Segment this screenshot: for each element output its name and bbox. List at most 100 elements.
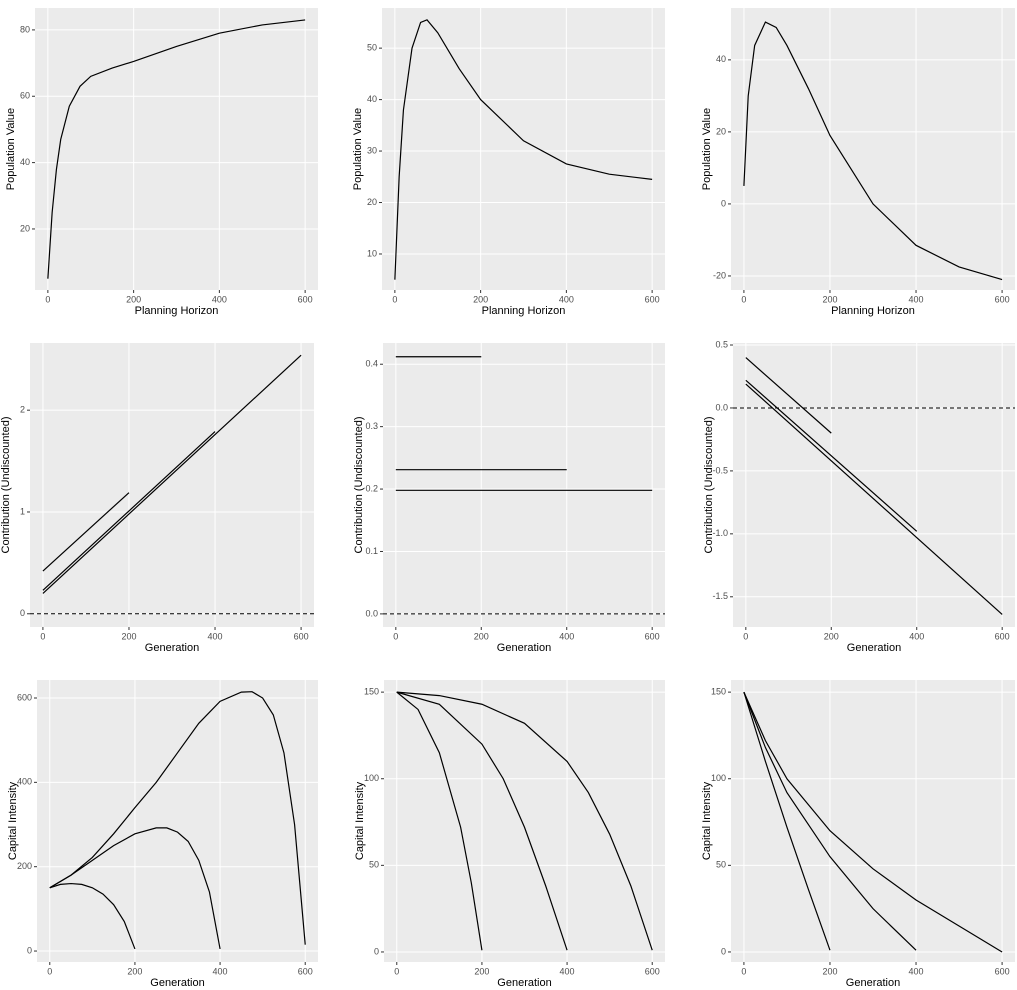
y-axis-title: Contribution (Undiscounted) [0,417,12,554]
y-tick-label: 20 [20,223,30,233]
y-axis-title: Population Value [5,108,17,190]
x-axis-title: Generation [846,977,900,989]
y-tick-label: 30 [367,145,377,155]
panel: 0 200 400 600 0 50 100 150 Generation Capital Int… [701,680,1015,989]
line-series [396,691,568,951]
y-tick-label: 40 [20,157,30,167]
x-tick-label: 600 [645,631,660,641]
y-tick-label: 600 [17,692,32,702]
y-tick-label: 400 [17,777,32,787]
line-series [42,492,130,572]
x-tick-label: 600 [294,631,309,641]
x-tick-label: 400 [559,631,574,641]
x-tick-label: 0 [394,966,399,976]
x-tick-label: 600 [995,631,1010,641]
x-tick-label: 400 [559,294,574,304]
x-tick-label: 0 [40,631,45,641]
panel: 0 200 400 600 10 20 30 40 50 Planning Horizon Popu… [352,8,665,317]
panel: 0 200 400 600 -1.5 -1.0 -0.5 0.0 0.5 Generation Co… [703,339,1015,654]
panel-background [30,343,314,627]
line-series [42,354,302,594]
y-tick-label: 0.2 [365,483,378,493]
line-series [743,691,831,951]
line-series [49,827,221,950]
line-series [42,431,216,591]
panel: 0 200 400 600 0.0 0.1 0.2 0.3 0.4 Generation Contr… [353,343,665,654]
line-series [394,19,653,280]
y-tick-label: 10 [367,248,377,258]
x-tick-label: 600 [995,294,1010,304]
y-tick-label: 80 [20,24,30,34]
y-tick-label: 0.5 [715,339,728,349]
line-series [745,383,1003,615]
panel-background [731,8,1015,290]
x-tick-label: 0 [47,966,52,976]
line-series [49,691,306,945]
y-tick-label: -1.5 [712,591,728,601]
y-tick-label: 0 [27,945,32,955]
x-tick-label: 400 [909,294,924,304]
line-series [745,379,918,532]
x-tick-label: 400 [560,966,575,976]
x-tick-label: 200 [127,966,142,976]
line-series [745,357,832,434]
y-tick-label: 0.3 [365,421,378,431]
x-axis-title: Generation [497,642,551,654]
x-tick-label: 400 [909,966,924,976]
y-tick-label: 50 [369,860,379,870]
panel-background [384,680,665,962]
x-tick-label: 400 [212,294,227,304]
x-tick-label: 200 [473,294,488,304]
y-axis-title: Capital Intensity [354,781,366,860]
y-tick-label: 100 [364,773,379,783]
y-tick-label: 40 [716,54,726,64]
y-tick-label: 50 [716,860,726,870]
x-axis-title: Generation [150,977,204,989]
x-tick-label: 200 [822,294,837,304]
y-tick-label: 40 [367,94,377,104]
panel: 0 200 400 600 0 1 2 Generation Contribution (Und… [0,343,314,654]
y-tick-label: 50 [367,43,377,53]
y-tick-label: 0 [374,946,379,956]
line-series [743,691,1003,953]
line-series [743,21,1003,281]
x-tick-label: 400 [213,966,228,976]
x-tick-label: 0 [45,294,50,304]
y-axis-title: Contribution (Undiscounted) [703,417,715,554]
y-tick-label: -1.0 [712,528,728,538]
x-tick-label: 200 [474,966,489,976]
panel: 0 200 400 600 0 200 400 600 Generation Capital In… [7,680,318,989]
x-axis-title: Planning Horizon [135,305,219,317]
x-tick-label: 0 [741,294,746,304]
line-series [47,19,306,279]
y-axis-title: Capital Intensity [7,781,19,860]
x-tick-label: 600 [645,294,660,304]
y-tick-label: 60 [20,91,30,101]
panel: 0 200 400 600 -20 0 20 40 Planning Horizon Popula… [701,8,1015,317]
y-axis-title: Population Value [701,108,713,190]
y-tick-label: -20 [713,270,726,280]
x-tick-label: 400 [208,631,223,641]
y-tick-label: 0 [20,608,25,618]
x-tick-label: 0 [741,966,746,976]
y-tick-label: 0.4 [365,359,378,369]
y-tick-label: 0.0 [365,608,378,618]
line-series [743,691,917,951]
line-series [49,882,136,950]
panel-background [382,8,665,290]
x-tick-label: 200 [824,631,839,641]
x-tick-label: 200 [126,294,141,304]
y-axis-title: Contribution (Undiscounted) [353,417,365,554]
x-axis-title: Planning Horizon [831,305,915,317]
x-tick-label: 600 [995,966,1010,976]
panel-background [383,343,665,627]
x-axis-title: Planning Horizon [482,305,566,317]
panel-background [733,343,1015,627]
x-tick-label: 600 [645,966,660,976]
y-tick-label: 200 [17,861,32,871]
line-series [396,691,653,951]
y-tick-label: 100 [711,773,726,783]
x-tick-label: 0 [743,631,748,641]
panel-background [37,680,318,962]
